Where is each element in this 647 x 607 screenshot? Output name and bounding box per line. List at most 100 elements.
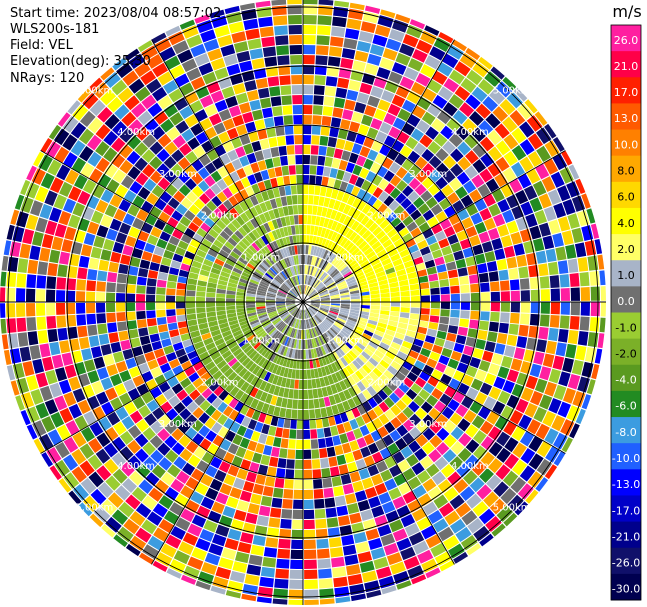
noise-gate [379,122,392,135]
noise-gate [391,62,407,76]
range-gate [246,307,256,311]
range-gate [355,274,366,281]
range-gate [256,292,266,297]
noise-gate [176,289,186,296]
noise-gate [520,447,536,464]
noise-gate [498,269,509,281]
range-gate [333,322,343,330]
noise-gate [163,369,175,381]
range-gate [238,240,248,250]
noise-gate [188,372,200,383]
noise-gate [291,75,303,85]
range-gate [289,291,297,298]
range-gate [278,273,286,282]
noise-gate [539,276,550,289]
range-gate [285,408,292,419]
noise-gate [371,140,383,152]
noise-gate [377,15,394,28]
noise-gate [195,85,210,99]
range-gate [380,302,390,307]
noise-gate [258,433,268,444]
range-gate [282,247,288,258]
colorbar-swatch [611,364,641,392]
noise-gate [176,470,190,484]
noise-gate [175,203,188,216]
noise-gate [575,345,587,361]
noise-gate [30,389,44,405]
noise-gate [205,465,218,478]
range-gate [336,280,346,287]
noise-gate [146,54,163,69]
noise-gate [231,158,243,171]
noise-gate [104,426,119,442]
noise-gate [193,446,207,459]
noise-gate [440,294,450,302]
noise-gate [420,190,433,203]
range-gate [268,209,276,220]
noise-gate [218,460,231,473]
range-gate [219,249,229,258]
noise-gate [483,193,496,207]
noise-gate [272,156,281,168]
noise-gate [244,574,260,586]
noise-gate [528,436,543,452]
noise-gate [432,518,449,533]
range-gate [230,344,240,354]
noise-gate [175,517,191,531]
noise-gate [310,439,319,449]
noise-gate [378,575,395,589]
range-gate [271,280,281,287]
noise-gate [400,446,413,459]
noise-gate [478,120,494,136]
noise-gate [157,324,169,333]
colorbar-tick-label: 1.0 [617,269,635,282]
noise-gate [336,423,346,435]
noise-gate [318,0,334,6]
noise-gate [81,206,95,221]
noise-gate [222,405,234,417]
noise-gate [106,282,116,293]
noise-gate [315,175,323,186]
noise-gate [285,469,295,479]
noise-gate [376,67,391,80]
noise-gate [402,34,419,48]
range-gate [290,225,296,235]
noise-gate [389,187,401,200]
range-gate [303,185,309,195]
range-gate [271,330,280,339]
noise-gate [179,19,196,30]
range-gate [355,237,365,247]
range-gate [386,228,398,239]
noise-gate [378,401,390,413]
noise-gate [262,46,277,58]
range-gate [308,289,315,297]
noise-gate [386,552,403,566]
noise-gate [411,508,427,522]
noise-gate [357,499,371,512]
noise-gate [469,319,480,329]
noise-gate [134,433,149,448]
noise-gate [470,283,480,293]
range-gate [377,346,387,355]
noise-gate [339,433,349,444]
range-gate [320,302,330,305]
noise-gate [259,26,274,38]
noise-gate [233,41,249,53]
range-gate [206,302,216,308]
range-gate [306,275,310,285]
range-gate [285,247,291,257]
range-gate [297,285,301,295]
noise-gate [152,560,168,572]
noise-gate [471,415,485,429]
noise-gate [6,272,17,287]
range-gate [343,270,353,278]
noise-gate [487,162,502,178]
noise-gate [129,256,141,268]
noise-gate [303,24,317,35]
range-gate [299,369,303,379]
noise-gate [349,471,361,483]
noise-gate [313,479,323,489]
noise-gate [33,438,45,454]
range-gate [312,256,318,266]
range-gate [275,228,282,239]
